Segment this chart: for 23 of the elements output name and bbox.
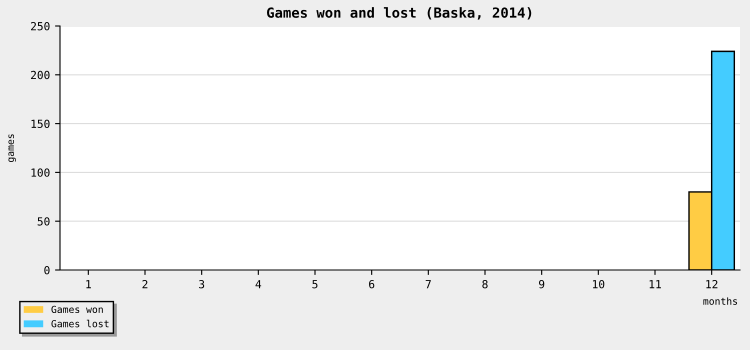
y-tick-label: 200 [31, 70, 50, 80]
x-tick-label: 1 [86, 280, 91, 288]
y-axis-title: games [8, 134, 16, 162]
x-tick-label: 5 [312, 280, 318, 288]
chart-title: Games won and lost (Baska, 2014) [267, 7, 532, 20]
x-tick-label: 10 [592, 280, 604, 288]
y-tick-label: 0 [44, 266, 50, 274]
legend-label: Games lost [51, 320, 109, 328]
legend-label: Games won [51, 306, 103, 314]
x-tick-label: 2 [142, 280, 148, 288]
x-tick-label: 3 [199, 280, 204, 288]
x-tick-label: 8 [482, 280, 488, 288]
y-tick-label: 250 [31, 22, 50, 30]
x-tick-label: 12 [706, 280, 718, 288]
y-tick-label: 100 [32, 168, 50, 177]
x-tick-label: 4 [256, 280, 262, 288]
x-tick-label: 6 [369, 280, 374, 288]
x-axis-title: months [703, 297, 738, 305]
y-tick-label: 150 [32, 120, 50, 128]
y-tick-label: 50 [38, 217, 50, 226]
x-tick-label: 9 [539, 280, 544, 288]
x-tick-label: 11 [650, 280, 661, 288]
x-tick-label: 7 [426, 280, 431, 288]
